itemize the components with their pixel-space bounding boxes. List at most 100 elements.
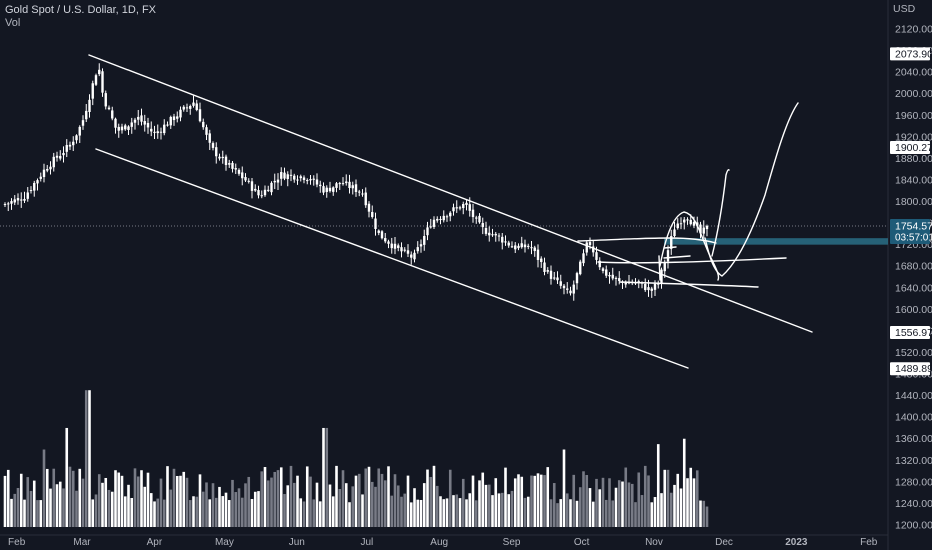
candle-body [455,207,458,209]
symbol-title[interactable]: Gold Spot / U.S. Dollar, 1D, FX [5,4,157,16]
volume-bar [149,493,153,527]
volume-bar [81,478,85,527]
volume-bar [595,478,598,527]
volume-bar [699,500,702,527]
candle [556,271,559,285]
candle-body [338,183,341,185]
candle [497,233,501,242]
volume-bar [406,475,410,527]
candle-body [20,199,23,201]
volume-bar [702,500,706,527]
candle [88,94,91,118]
candle [78,125,81,144]
volume-bar [387,466,390,527]
volume-bar [325,427,329,527]
candle-body [68,144,72,147]
volume-bar [71,470,75,527]
candle-body [533,247,536,252]
candle-body [413,252,416,260]
candle [153,125,156,140]
volume-bar [539,474,543,527]
candle-body [527,245,530,247]
candle-body [130,122,133,127]
candle [403,247,406,253]
volume-bar [601,477,605,527]
annotation-marks [658,246,691,281]
volume-bar [296,475,299,527]
volume-bar [666,469,670,527]
volume-bar [88,390,91,527]
candle-body [254,188,257,191]
volume-bar [10,498,13,527]
candle-body [400,247,403,252]
volume-bar [695,470,699,527]
volume-bar [16,488,20,527]
volume-bar [143,486,147,527]
time-axis: Feb Mar Apr May Jun Jul Aug Sep Oct Nov Dec 2023 Feb [8,537,878,548]
volume-bar [159,478,163,527]
candle-body [299,176,302,179]
candle [52,152,55,172]
candle-body [647,287,650,291]
volume-bar [247,476,251,527]
candle [302,175,306,184]
candle-body [46,169,49,171]
volume-bar [682,438,686,527]
candle [247,178,250,184]
candle-body [289,174,293,176]
volume-bar [468,493,472,527]
candle [618,271,621,285]
volume-bar [653,497,657,527]
candle-body [228,163,231,165]
candle-body [595,252,598,260]
candle [449,211,452,222]
volume-bar [127,484,130,527]
candle [325,185,328,198]
candle-body [55,155,59,158]
candle-body [439,218,442,221]
candle-body [504,241,507,243]
candle-body [426,227,429,236]
candle [315,173,319,188]
volume-bar [26,477,30,527]
candle-body [322,186,325,193]
candle-body [510,246,514,248]
candle [244,173,247,183]
candle [520,236,523,249]
candle-body [176,116,179,119]
candle [374,212,377,236]
candle [351,181,354,195]
candle [182,105,185,112]
candle-body [705,225,709,230]
volume-bar [452,495,455,527]
candle [361,189,364,197]
candle-body [276,179,280,183]
candle-body [611,274,614,279]
candle [371,205,374,219]
candle [176,111,179,123]
volume-bar [19,473,23,527]
candle [94,73,98,86]
candle [423,229,426,251]
volume-bar [656,444,660,527]
candle [215,142,218,164]
candle [20,192,23,208]
volume-bar [536,473,540,527]
candle-body [692,221,696,226]
price-marker-label: 1556.97 [895,327,932,339]
candle [75,134,78,144]
candle [390,237,393,254]
candle [657,280,660,289]
volume-bar [107,489,111,527]
currency-label: USD [893,3,916,15]
candle-body [478,215,481,223]
volume-bar [380,473,384,527]
volume-bar [58,481,62,527]
candle-body [159,131,163,133]
time-tick-label: May [215,537,234,548]
candle [127,125,130,135]
candle [270,181,273,196]
candle-body [75,135,78,141]
